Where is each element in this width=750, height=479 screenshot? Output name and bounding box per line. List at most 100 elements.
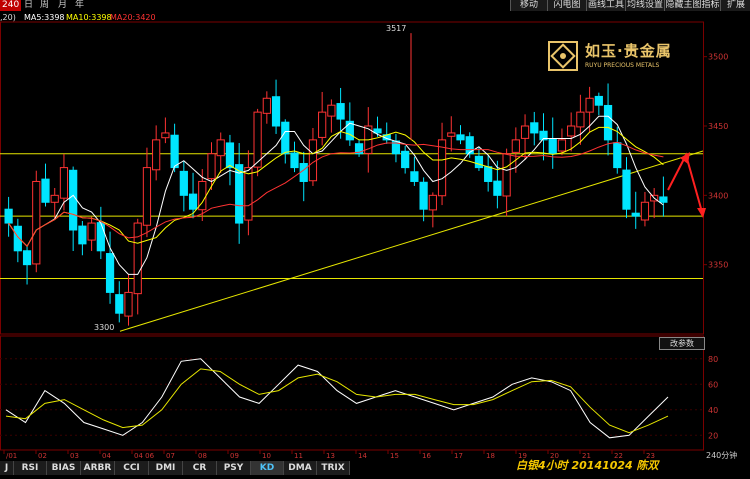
ma-settings-button[interactable]: 均线设置: [625, 0, 664, 11]
candle-body: [235, 164, 244, 224]
date-axis-label: 20: [550, 452, 559, 460]
candle-body: [161, 132, 170, 139]
candle-body: [22, 250, 32, 266]
candle-body: [502, 153, 511, 197]
candle-body: [262, 97, 271, 114]
candle-body: [142, 167, 152, 226]
tab-dma[interactable]: DMA: [284, 461, 317, 475]
candle-body: [456, 134, 465, 141]
ma20-legend: MA20:3420: [110, 13, 156, 22]
candle-body: [437, 139, 447, 197]
top-toolbar: 240 日 周 月 年 移动 闪电图 画线工具 均线设置 隐藏主图指标 扩展: [0, 0, 750, 11]
tab-j[interactable]: J: [0, 461, 14, 475]
timeframe-month[interactable]: 月: [58, 0, 68, 10]
candle-body: [484, 166, 493, 182]
candle-body: [216, 139, 225, 157]
candle-body: [253, 111, 262, 168]
date-axis-label: 09: [230, 452, 239, 460]
flash-chart-button[interactable]: 闪电图: [547, 0, 586, 11]
tab-trix[interactable]: TRIX: [317, 461, 350, 475]
tab-psy[interactable]: PSY: [217, 461, 251, 475]
candle-body: [290, 152, 299, 169]
price-axis-label: 3500: [708, 53, 728, 62]
tab-rsi[interactable]: RSI: [14, 461, 47, 475]
candle-body: [105, 253, 115, 293]
timeframe-240[interactable]: 240: [0, 0, 22, 11]
candle-body: [225, 142, 235, 169]
ma10-legend: MA10:3398: [66, 13, 112, 22]
indicator-tabs: J RSI BIAS ARBR CCI DMI CR PSY KD DMA TR…: [0, 461, 750, 475]
candle-body: [520, 125, 530, 139]
trendline: [119, 150, 704, 332]
candle-body: [133, 222, 142, 295]
candle-body: [354, 143, 364, 155]
timeframe-day[interactable]: 日: [24, 0, 34, 10]
candle-body: [465, 136, 474, 155]
tab-dmi[interactable]: DMI: [149, 461, 183, 475]
date-axis-label: 02: [38, 452, 47, 460]
candle-body: [594, 95, 603, 106]
candle-body: [271, 96, 281, 127]
expand-button[interactable]: 扩展: [720, 0, 750, 11]
candle-body: [613, 142, 622, 169]
move-button[interactable]: 移动: [510, 0, 547, 11]
tab-cci[interactable]: CCI: [115, 461, 149, 475]
ma5-line: [8, 115, 664, 275]
candle-body: [170, 134, 179, 169]
indicator-axis-label: 80: [708, 355, 718, 364]
indicator-axis-label: 20: [708, 431, 718, 440]
candle-body: [124, 291, 133, 317]
candle-body: [548, 138, 557, 155]
candle-body: [87, 222, 96, 241]
ma-prefix: ,20): [0, 13, 16, 22]
main-panel-frame: [0, 21, 704, 335]
tab-kd[interactable]: KD: [251, 461, 284, 475]
timeframe-week[interactable]: 周: [40, 0, 50, 10]
candle-body: [419, 181, 428, 210]
change-params-button[interactable]: 改参数: [659, 337, 705, 350]
ruyu-emblem-icon: [548, 41, 578, 71]
projection-arrowhead-up: [680, 152, 690, 164]
k-line: [5, 358, 669, 439]
candle-body: [96, 222, 105, 252]
price-axis-label: 3350: [708, 261, 728, 270]
candle-body: [493, 180, 502, 196]
ma10-line: [8, 126, 664, 248]
candle-body: [428, 194, 437, 211]
date-axis-label: 14: [358, 452, 367, 460]
date-axis-label: /01: [6, 452, 17, 460]
candle-body: [78, 225, 87, 245]
candle-body: [640, 201, 650, 221]
ma20-line: [8, 141, 664, 248]
date-axis-label: 04: [102, 452, 111, 460]
date-axis-label: 21: [582, 452, 591, 460]
high-price-label: 3517: [386, 24, 406, 33]
candle-body: [50, 194, 59, 203]
candle-body: [345, 120, 354, 141]
date-axis-label: 19: [518, 452, 527, 460]
logo-cn-text: 如玉·贵金属: [585, 42, 672, 60]
hide-indicator-button[interactable]: 隐藏主图指标: [664, 0, 720, 11]
candle-body: [207, 153, 216, 180]
candle-body: [373, 128, 382, 134]
candle-body: [585, 97, 594, 113]
ma5-legend: MA5:3398: [24, 13, 65, 22]
candle-body: [336, 103, 345, 120]
date-axis-label: 13: [326, 452, 335, 460]
signature: 白银4小时 20141024 陈双: [516, 459, 659, 472]
candle-body: [474, 155, 484, 169]
tab-cr[interactable]: CR: [183, 461, 217, 475]
candle-body: [299, 163, 308, 182]
date-axis-label: 11: [294, 452, 303, 460]
draw-tools-button[interactable]: 画线工具: [586, 0, 625, 11]
candle-body: [603, 104, 613, 141]
tab-arbr[interactable]: ARBR: [81, 461, 115, 475]
tab-bias[interactable]: BIAS: [47, 461, 81, 475]
projection-arrow-line: [667, 152, 703, 213]
date-axis-label: 16: [422, 452, 431, 460]
candle-body: [281, 121, 290, 155]
timeframe-year[interactable]: 年: [75, 0, 85, 10]
candle-body: [244, 167, 253, 221]
